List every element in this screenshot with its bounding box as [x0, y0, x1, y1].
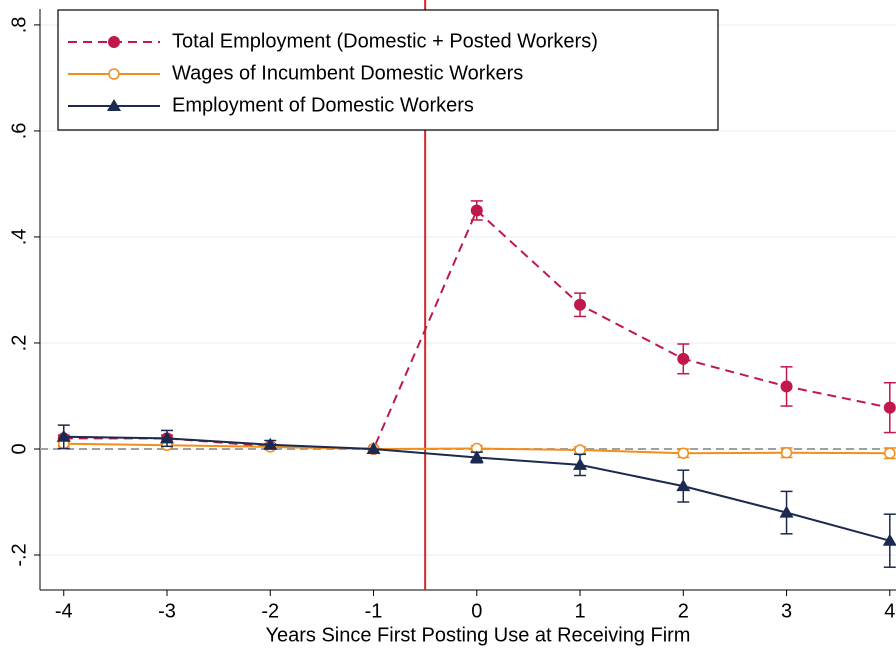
x-axis-label: Years Since First Posting Use at Receivi…: [266, 624, 691, 646]
marker: [56, 429, 71, 442]
legend-box: [57, 9, 719, 131]
marker: [883, 401, 896, 414]
marker: [780, 380, 793, 393]
marker: [882, 533, 896, 546]
x-tick-label: -2: [261, 600, 279, 622]
marker: [470, 204, 483, 217]
marker: [779, 505, 794, 518]
x-tick-label: 1: [574, 600, 585, 622]
marker: [107, 99, 121, 111]
x-tick-label: 3: [781, 600, 792, 622]
y-tick-label: .8: [8, 17, 30, 34]
marker: [574, 298, 587, 311]
x-tick-label: 0: [471, 600, 482, 622]
y-tick-label: .6: [8, 123, 30, 140]
marker: [469, 450, 484, 463]
y-tick-label: 0: [8, 443, 30, 454]
y-tick-label: .2: [8, 335, 30, 352]
legend-label: Employment of Domestic Workers: [172, 94, 474, 116]
x-tick-label: 4: [884, 600, 895, 622]
marker: [160, 431, 175, 444]
marker: [263, 437, 278, 450]
marker: [677, 352, 690, 365]
y-tick-label: .4: [8, 229, 30, 246]
x-tick-label: -4: [55, 600, 73, 622]
x-tick-label: -1: [365, 600, 383, 622]
legend: Total Employment (Domestic + Posted Work…: [57, 9, 719, 131]
legend-label: Wages of Incumbent Domestic Workers: [172, 62, 523, 84]
marker: [780, 446, 793, 459]
series-line: [63, 208, 891, 451]
marker: [677, 447, 690, 459]
marker: [676, 479, 691, 492]
marker: [108, 36, 120, 48]
x-tick-label: 2: [678, 600, 689, 622]
marker: [884, 447, 896, 459]
marker: [573, 457, 588, 470]
y-tick-label: -.2: [8, 543, 30, 566]
legend-label: Total Employment (Domestic + Posted Work…: [172, 30, 598, 52]
marker: [366, 441, 381, 454]
marker: [108, 68, 120, 80]
x-tick-label: -3: [158, 600, 176, 622]
